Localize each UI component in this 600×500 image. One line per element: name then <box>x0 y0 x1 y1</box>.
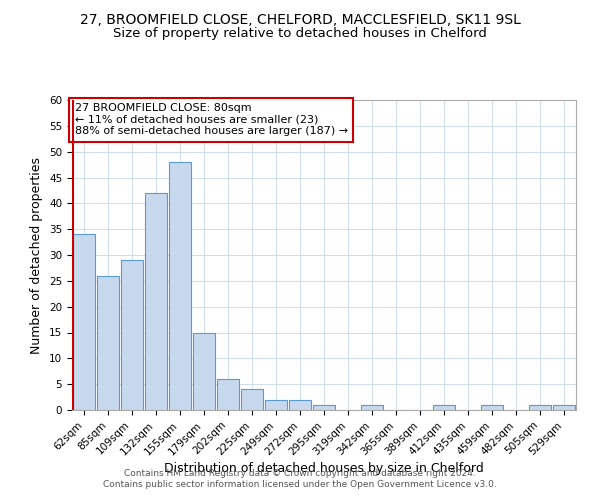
Text: Contains public sector information licensed under the Open Government Licence v3: Contains public sector information licen… <box>103 480 497 489</box>
Bar <box>193 332 215 410</box>
Text: Size of property relative to detached houses in Chelford: Size of property relative to detached ho… <box>113 28 487 40</box>
Bar <box>121 260 143 410</box>
Bar <box>289 400 311 410</box>
Text: Contains HM Land Registry data © Crown copyright and database right 2024.: Contains HM Land Registry data © Crown c… <box>124 468 476 477</box>
Bar <box>529 405 551 410</box>
Bar <box>361 405 383 410</box>
Bar <box>433 405 455 410</box>
Text: 27, BROOMFIELD CLOSE, CHELFORD, MACCLESFIELD, SK11 9SL: 27, BROOMFIELD CLOSE, CHELFORD, MACCLESF… <box>80 12 520 26</box>
Bar <box>145 193 167 410</box>
Text: 27 BROOMFIELD CLOSE: 80sqm
← 11% of detached houses are smaller (23)
88% of semi: 27 BROOMFIELD CLOSE: 80sqm ← 11% of deta… <box>74 103 347 136</box>
Bar <box>73 234 95 410</box>
Bar <box>169 162 191 410</box>
Bar <box>241 390 263 410</box>
Bar <box>481 405 503 410</box>
Bar <box>553 405 575 410</box>
Bar <box>313 405 335 410</box>
Bar <box>217 379 239 410</box>
Y-axis label: Number of detached properties: Number of detached properties <box>31 156 43 354</box>
Bar <box>97 276 119 410</box>
Bar <box>265 400 287 410</box>
X-axis label: Distribution of detached houses by size in Chelford: Distribution of detached houses by size … <box>164 462 484 475</box>
